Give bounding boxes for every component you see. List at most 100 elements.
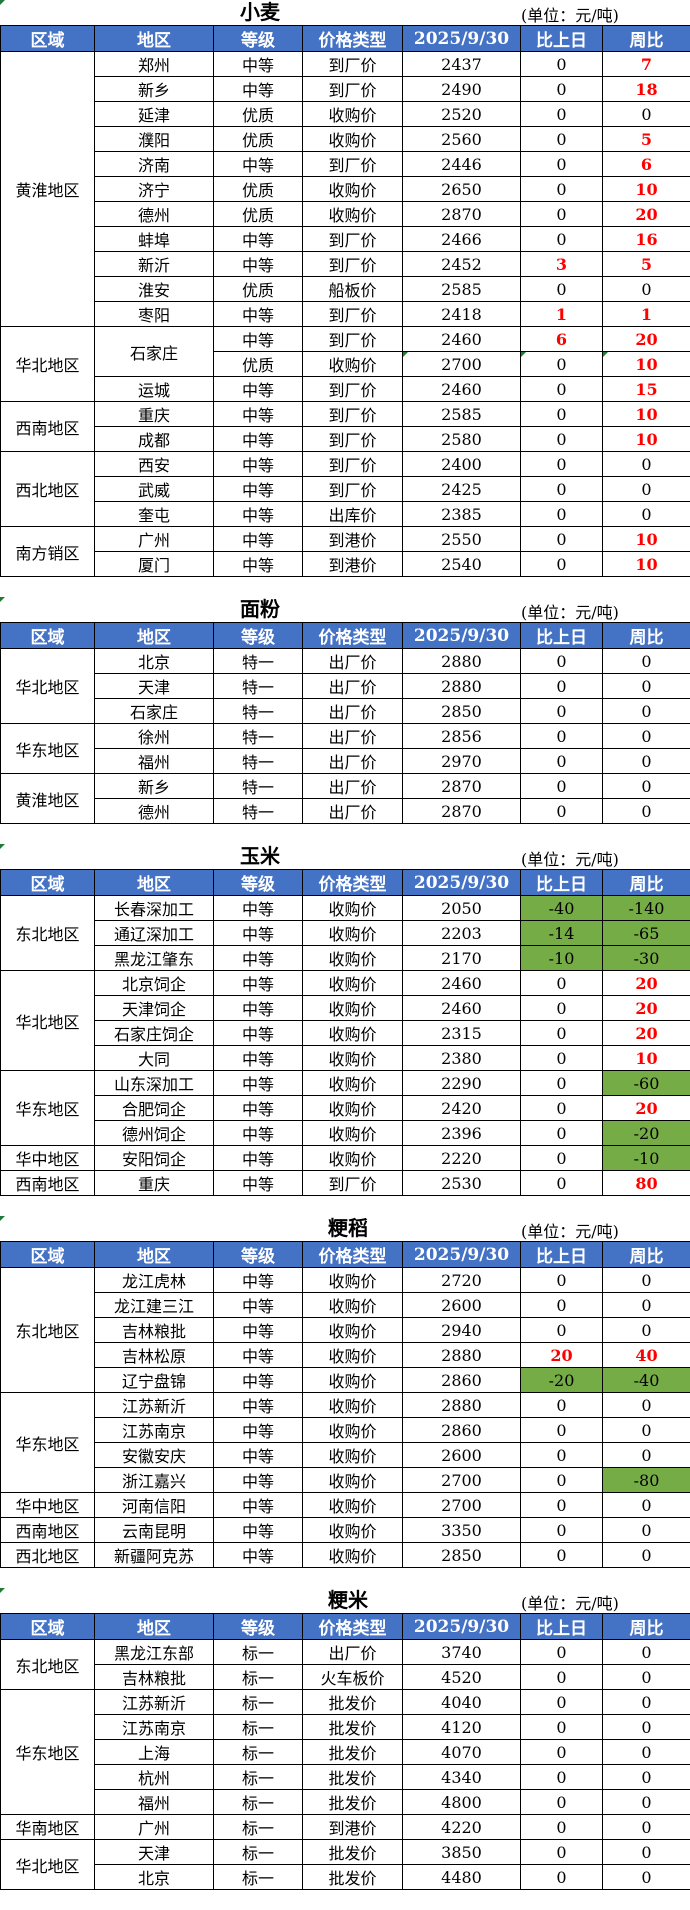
price-cell: 2856 <box>403 724 521 749</box>
column-header-2: 等级 <box>214 870 303 896</box>
price-cell: 4070 <box>403 1740 521 1765</box>
week-change-cell: -40 <box>603 1368 690 1393</box>
week-change-cell: -10 <box>603 1146 690 1171</box>
week-change-cell: 0 <box>603 674 690 699</box>
day-change-cell: 0 <box>521 799 603 824</box>
day-change-cell: 0 <box>521 1293 603 1318</box>
price-type-cell: 收购价 <box>303 102 403 127</box>
week-change-cell: 0 <box>603 1493 690 1518</box>
column-header-1: 地区 <box>95 870 214 896</box>
area-cell: 龙江建三江 <box>95 1293 214 1318</box>
day-change-cell: 0 <box>521 402 603 427</box>
grade-cell: 中等 <box>214 1293 303 1318</box>
price-cell: 3740 <box>403 1640 521 1665</box>
day-change-cell: 0 <box>521 552 603 577</box>
grade-cell: 优质 <box>214 127 303 152</box>
price-type-cell: 收购价 <box>303 177 403 202</box>
area-cell: 浙江嘉兴 <box>95 1468 214 1493</box>
price-type-cell: 收购价 <box>303 996 403 1021</box>
grade-cell: 标一 <box>214 1640 303 1665</box>
week-change-cell: 1 <box>603 302 690 327</box>
price-cell: 4120 <box>403 1715 521 1740</box>
area-cell: 新沂 <box>95 252 214 277</box>
area-cell: 武威 <box>95 477 214 502</box>
week-change-cell: 5 <box>603 127 690 152</box>
price-cell: 2452 <box>403 252 521 277</box>
area-cell: 西安 <box>95 452 214 477</box>
grade-cell: 标一 <box>214 1815 303 1840</box>
price-cell: 2437 <box>403 52 521 77</box>
grade-cell: 中等 <box>214 1318 303 1343</box>
grade-cell: 中等 <box>214 1146 303 1171</box>
day-change-cell: 0 <box>521 1443 603 1468</box>
price-cell: 2870 <box>403 202 521 227</box>
area-cell: 吉林粮批 <box>95 1665 214 1690</box>
price-cell: 2700 <box>403 352 521 377</box>
column-header-5: 比上日 <box>521 1614 603 1640</box>
price-type-cell: 到厂价 <box>303 327 403 352</box>
price-type-cell: 出厂价 <box>303 749 403 774</box>
price-type-cell: 到厂价 <box>303 477 403 502</box>
price-cell: 3850 <box>403 1840 521 1865</box>
price-type-cell: 批发价 <box>303 1790 403 1815</box>
area-cell: 福州 <box>95 749 214 774</box>
price-cell: 2460 <box>403 327 521 352</box>
region-cell: 华东地区 <box>1 1071 95 1146</box>
price-type-cell: 到港价 <box>303 552 403 577</box>
day-change-cell: 6 <box>521 327 603 352</box>
price-cell: 2860 <box>403 1368 521 1393</box>
area-cell: 德州 <box>95 202 214 227</box>
price-type-cell: 收购价 <box>303 352 403 377</box>
grade-cell: 标一 <box>214 1765 303 1790</box>
day-change-cell: 0 <box>521 1790 603 1815</box>
column-header-3: 价格类型 <box>303 870 403 896</box>
table-title-row: 粳稻(单位：元/吨) <box>0 1216 690 1241</box>
grade-cell: 特一 <box>214 699 303 724</box>
day-change-cell: 0 <box>521 1493 603 1518</box>
column-header-5: 比上日 <box>521 26 603 52</box>
grade-cell: 中等 <box>214 502 303 527</box>
column-header-0: 区域 <box>1 1242 95 1268</box>
area-cell: 云南昆明 <box>95 1518 214 1543</box>
week-change-cell: 0 <box>603 1418 690 1443</box>
week-change-cell: 20 <box>603 202 690 227</box>
area-cell: 江苏南京 <box>95 1418 214 1443</box>
area-cell: 福州 <box>95 1790 214 1815</box>
week-change-cell: 0 <box>603 1865 690 1890</box>
region-cell: 华中地区 <box>1 1493 95 1518</box>
price-cell: 2460 <box>403 996 521 1021</box>
table-title-row: 玉米(单位：元/吨) <box>0 844 690 869</box>
week-change-cell: 0 <box>603 1765 690 1790</box>
day-change-cell: 0 <box>521 227 603 252</box>
price-cell: 4800 <box>403 1790 521 1815</box>
price-cell: 2850 <box>403 1543 521 1568</box>
grade-cell: 标一 <box>214 1740 303 1765</box>
price-cell: 2050 <box>403 896 521 921</box>
grade-cell: 中等 <box>214 896 303 921</box>
week-change-cell: 0 <box>603 799 690 824</box>
price-type-cell: 收购价 <box>303 1096 403 1121</box>
day-change-cell: 0 <box>521 1318 603 1343</box>
grade-cell: 中等 <box>214 477 303 502</box>
